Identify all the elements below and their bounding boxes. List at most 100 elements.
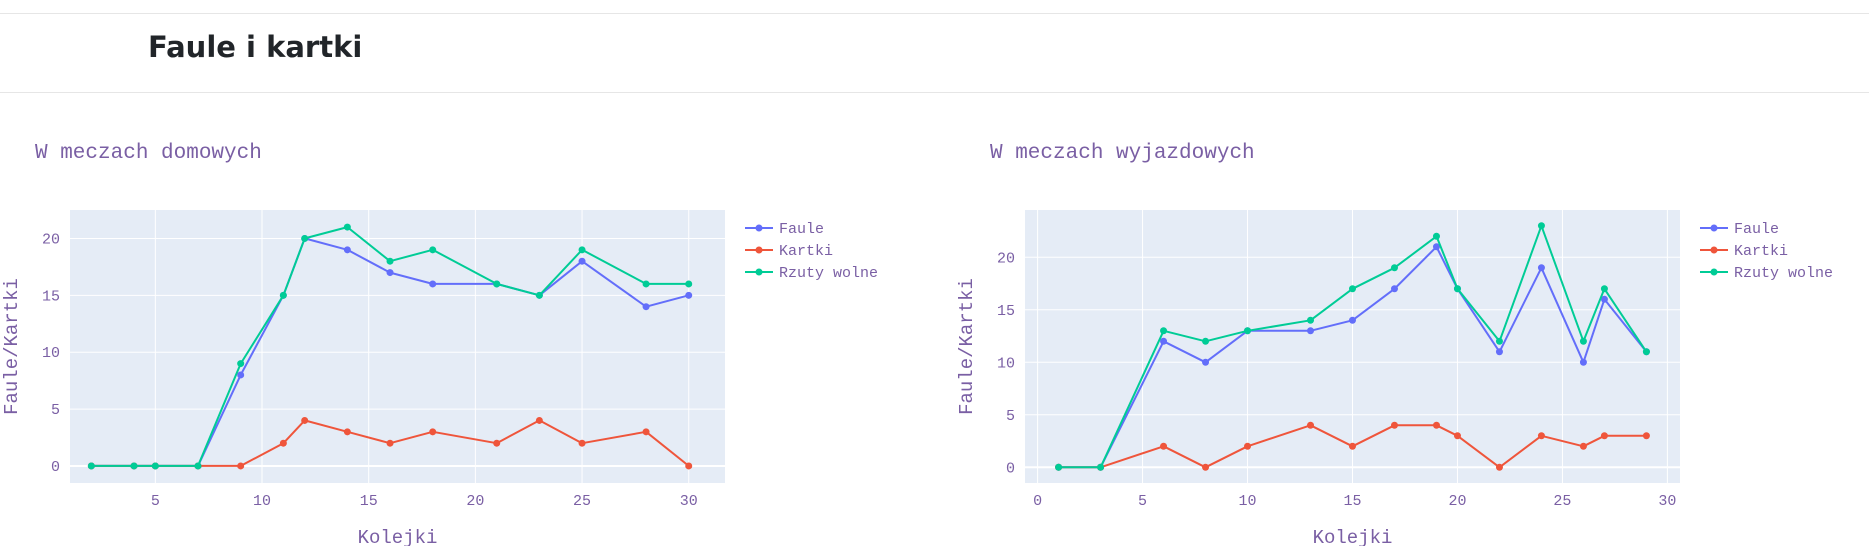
data-point-kartki[interactable] <box>301 416 309 424</box>
data-point-rzuty-wolne[interactable] <box>1600 285 1608 293</box>
data-point-rzuty-wolne[interactable] <box>1453 285 1461 293</box>
data-point-faule[interactable] <box>237 371 245 379</box>
data-point-faule[interactable] <box>1600 295 1608 303</box>
data-point-kartki[interactable] <box>1244 442 1252 450</box>
data-point-faule[interactable] <box>1579 358 1587 366</box>
data-point-rzuty-wolne[interactable] <box>1307 316 1315 324</box>
data-point-rzuty-wolne[interactable] <box>1432 232 1440 240</box>
legend-label: Rzuty wolne <box>779 265 878 282</box>
legend-label: Rzuty wolne <box>1734 265 1833 282</box>
data-point-faule[interactable] <box>1495 348 1503 356</box>
data-point-faule[interactable] <box>578 257 586 265</box>
data-point-rzuty-wolne[interactable] <box>301 234 309 242</box>
data-point-kartki[interactable] <box>578 439 586 447</box>
data-point-faule[interactable] <box>1390 285 1398 293</box>
y-tick-label: 15 <box>997 303 1015 320</box>
data-point-rzuty-wolne[interactable] <box>1579 337 1587 345</box>
data-point-rzuty-wolne[interactable] <box>386 257 394 265</box>
data-point-rzuty-wolne[interactable] <box>1097 463 1105 471</box>
data-point-faule[interactable] <box>386 269 394 277</box>
data-point-rzuty-wolne[interactable] <box>130 462 138 470</box>
data-point-kartki[interactable] <box>1537 432 1545 440</box>
legend-label: Faule <box>1734 221 1779 238</box>
data-point-rzuty-wolne[interactable] <box>1244 327 1252 335</box>
data-point-rzuty-wolne[interactable] <box>578 246 586 254</box>
data-point-kartki[interactable] <box>1495 463 1503 471</box>
legend-item-kartki[interactable]: Kartki <box>1700 243 1788 260</box>
data-point-kartki[interactable] <box>1600 432 1608 440</box>
data-point-kartki[interactable] <box>1349 442 1356 450</box>
legend-marker <box>755 268 763 276</box>
x-tick-label: 20 <box>1448 493 1466 510</box>
legend-label: Faule <box>779 221 824 238</box>
data-point-kartki[interactable] <box>343 428 351 436</box>
chart-svg: 5 10 15 20 25 30 0 5 10 15 20 W meczach domowych Kol… <box>1 142 878 546</box>
data-point-rzuty-wolne[interactable] <box>237 360 245 368</box>
data-point-faule[interactable] <box>1160 337 1168 345</box>
data-point-kartki[interactable] <box>279 439 287 447</box>
data-point-kartki[interactable] <box>493 439 501 447</box>
data-point-rzuty-wolne[interactable] <box>87 462 95 470</box>
data-point-faule[interactable] <box>343 246 351 254</box>
data-point-rzuty-wolne[interactable] <box>1055 463 1063 471</box>
data-point-faule[interactable] <box>1432 243 1440 251</box>
data-point-rzuty-wolne[interactable] <box>1642 348 1650 356</box>
data-point-rzuty-wolne[interactable] <box>194 462 202 470</box>
data-point-kartki[interactable] <box>386 439 394 447</box>
legend-item-kartki[interactable]: Kartki <box>745 243 833 260</box>
data-point-rzuty-wolne[interactable] <box>493 280 501 288</box>
x-tick-label: 30 <box>1658 493 1676 510</box>
data-point-faule[interactable] <box>642 303 650 311</box>
data-point-kartki[interactable] <box>1453 432 1461 440</box>
page-title: Faule i kartki <box>148 30 363 64</box>
x-tick-label: 5 <box>151 493 160 510</box>
y-tick-label: 15 <box>42 288 60 305</box>
chart-home-matches[interactable]: 5 10 15 20 25 30 0 5 10 15 20 W meczach domowych Kol… <box>0 120 900 546</box>
data-point-faule[interactable] <box>1537 264 1545 272</box>
data-point-rzuty-wolne[interactable] <box>1160 327 1168 335</box>
legend-item-faule[interactable]: Faule <box>1700 221 1779 238</box>
data-point-rzuty-wolne[interactable] <box>151 462 159 470</box>
data-point-faule[interactable] <box>685 291 693 299</box>
chart-away-matches[interactable]: 0 5 10 15 20 25 30 0 5 10 15 20 W meczach wyjazdowyc… <box>955 120 1855 546</box>
data-point-rzuty-wolne[interactable] <box>1202 337 1210 345</box>
data-point-rzuty-wolne[interactable] <box>685 280 693 288</box>
data-point-kartki[interactable] <box>1160 442 1168 450</box>
data-point-rzuty-wolne[interactable] <box>1495 337 1503 345</box>
data-point-kartki[interactable] <box>1642 432 1650 440</box>
legend-item-faule[interactable]: Faule <box>745 221 824 238</box>
legend-item-rzuty-wolne[interactable]: Rzuty wolne <box>1700 265 1833 282</box>
header-divider <box>0 92 1869 93</box>
data-point-rzuty-wolne[interactable] <box>429 246 437 254</box>
data-point-rzuty-wolne[interactable] <box>1390 264 1398 272</box>
x-tick-label: 30 <box>680 493 698 510</box>
data-point-rzuty-wolne[interactable] <box>642 280 650 288</box>
data-point-kartki[interactable] <box>642 428 650 436</box>
data-point-kartki[interactable] <box>1390 421 1398 429</box>
y-axis-title: Faule/Kartki <box>1 278 23 415</box>
data-point-kartki[interactable] <box>429 428 437 436</box>
data-point-kartki[interactable] <box>1579 442 1587 450</box>
data-point-rzuty-wolne[interactable] <box>1349 285 1356 293</box>
data-point-kartki[interactable] <box>1307 421 1315 429</box>
data-point-rzuty-wolne[interactable] <box>1537 222 1545 230</box>
y-tick-label: 5 <box>1006 408 1015 425</box>
data-point-kartki[interactable] <box>1432 421 1440 429</box>
data-point-rzuty-wolne[interactable] <box>343 223 351 231</box>
y-tick-label: 20 <box>997 250 1015 267</box>
data-point-faule[interactable] <box>1349 316 1356 324</box>
y-tick-label: 5 <box>51 402 60 419</box>
data-point-faule[interactable] <box>1202 358 1210 366</box>
legend-item-rzuty-wolne[interactable]: Rzuty wolne <box>745 265 878 282</box>
x-tick-label: 0 <box>1033 493 1042 510</box>
data-point-kartki[interactable] <box>535 416 543 424</box>
data-point-rzuty-wolne[interactable] <box>535 291 543 299</box>
data-point-kartki[interactable] <box>1202 463 1210 471</box>
data-point-kartki[interactable] <box>237 462 245 470</box>
data-point-faule[interactable] <box>1307 327 1315 335</box>
data-point-rzuty-wolne[interactable] <box>279 291 287 299</box>
data-point-kartki[interactable] <box>685 462 693 470</box>
chart-svg: 0 5 10 15 20 25 30 0 5 10 15 20 W meczach wyjazdowyc… <box>956 142 1833 546</box>
legend-label: Kartki <box>1734 243 1788 260</box>
data-point-faule[interactable] <box>429 280 437 288</box>
